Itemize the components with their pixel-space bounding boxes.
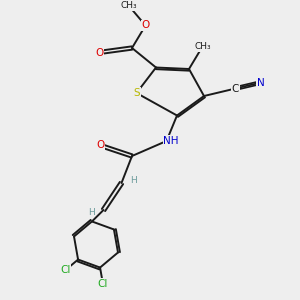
Text: O: O [96, 140, 105, 151]
Text: S: S [133, 88, 140, 98]
Text: NH: NH [163, 136, 179, 146]
Text: H: H [88, 208, 95, 217]
Text: CH₃: CH₃ [194, 42, 211, 51]
Text: Cl: Cl [60, 265, 71, 275]
Text: CH₃: CH₃ [121, 2, 137, 10]
Text: C: C [232, 83, 239, 94]
Text: N: N [257, 77, 265, 88]
Text: O: O [95, 47, 103, 58]
Text: Cl: Cl [98, 279, 108, 289]
Text: H: H [130, 176, 137, 185]
Text: O: O [141, 20, 150, 31]
